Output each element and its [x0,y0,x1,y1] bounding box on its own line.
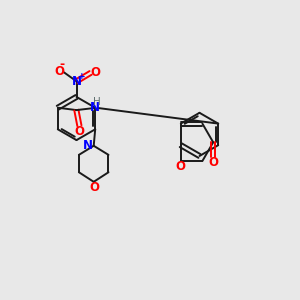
Text: N: N [89,101,99,114]
Text: O: O [209,156,219,169]
Text: +: + [78,72,86,81]
Text: N: N [71,75,82,88]
Text: -: - [60,58,65,71]
Text: O: O [175,160,185,173]
Text: O: O [54,65,64,78]
Text: O: O [90,65,100,79]
Text: O: O [89,181,99,194]
Text: H: H [93,97,101,107]
Text: O: O [74,124,84,138]
Text: N: N [83,139,93,152]
